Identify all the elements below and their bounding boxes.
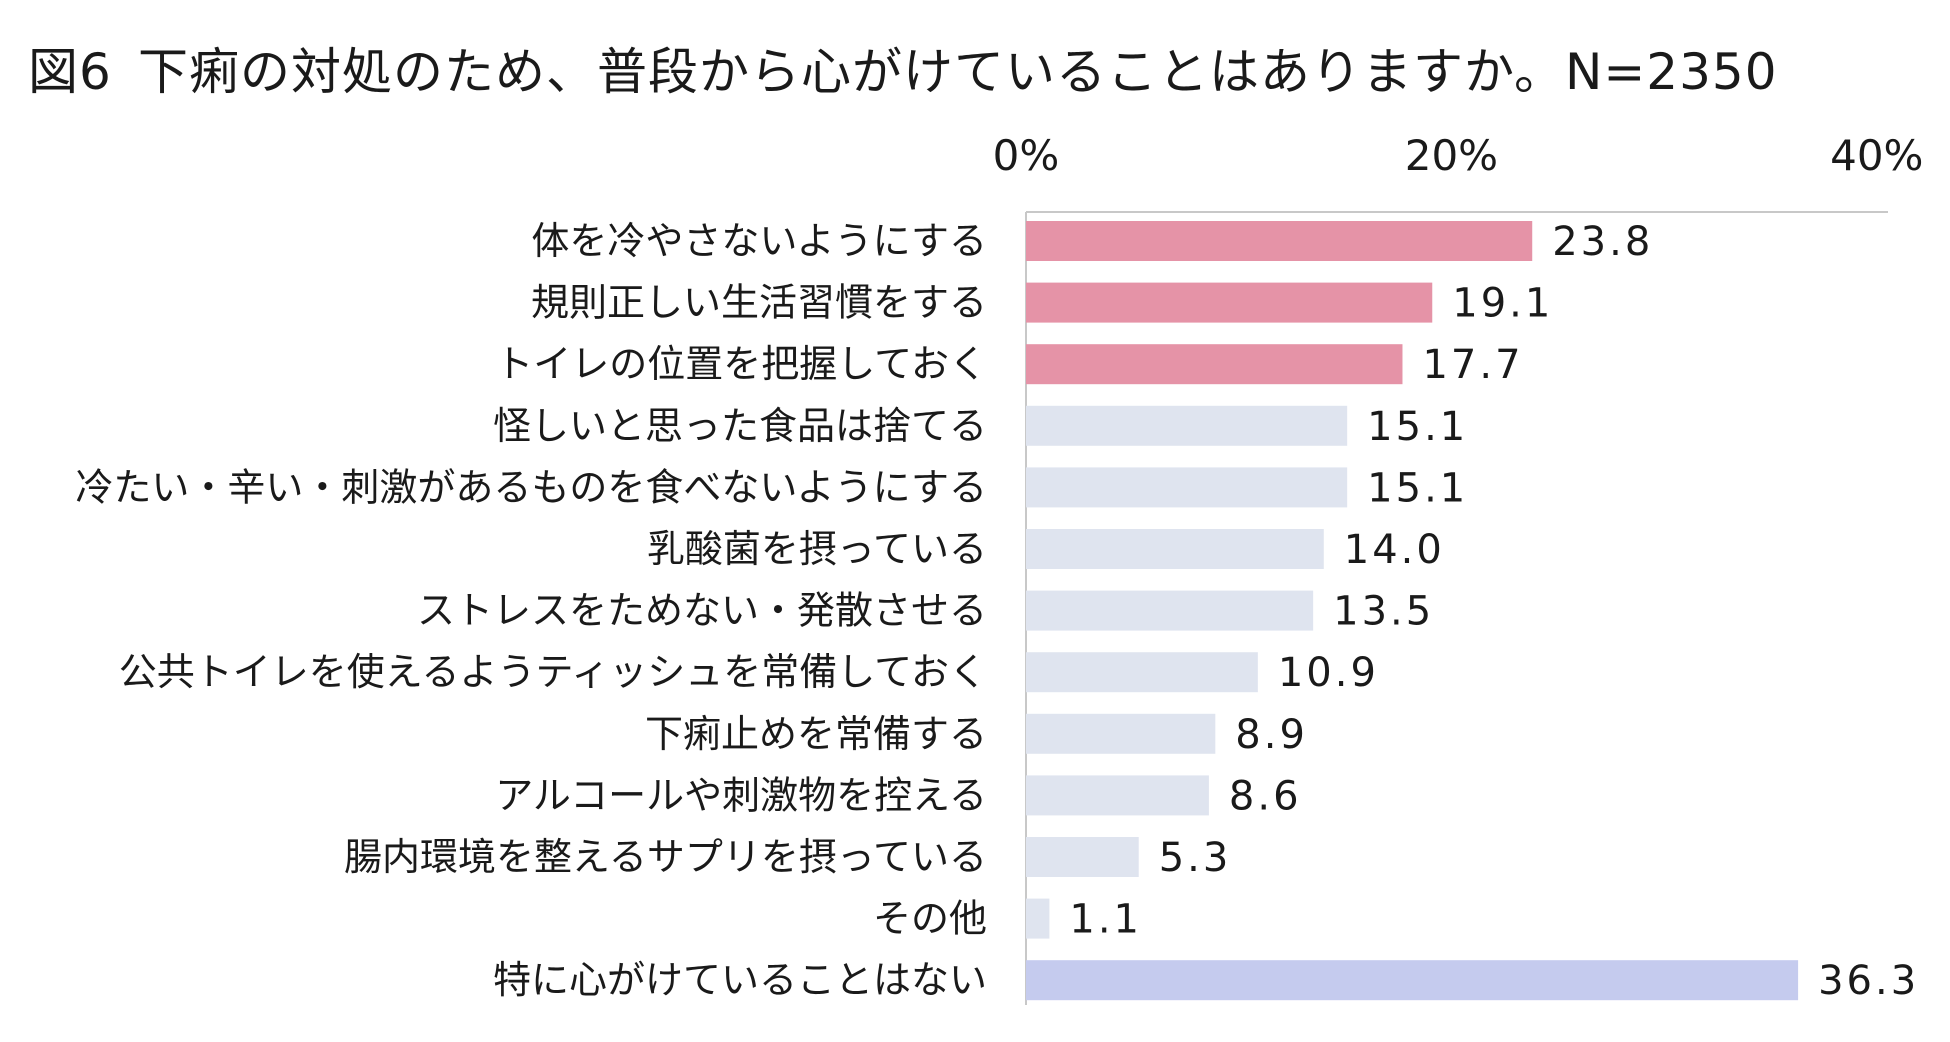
value-label: 5.3 xyxy=(1159,835,1232,881)
bar xyxy=(1026,960,1799,1001)
chart-title: 図6 下痢の対処のため、普段から心がけていることはありますか。N=2350 xyxy=(28,32,1778,104)
value-label: 10.9 xyxy=(1278,650,1379,696)
value-label: 23.8 xyxy=(1552,219,1653,265)
value-label: 36.3 xyxy=(1818,958,1919,1004)
bar xyxy=(1026,590,1314,631)
value-label: 15.1 xyxy=(1367,465,1468,511)
category-label: 下痢止めを常備する xyxy=(645,712,987,756)
category-label: 乳酸菌を摂っている xyxy=(647,527,987,571)
value-label: 15.1 xyxy=(1367,404,1468,450)
category-label: その他 xyxy=(873,897,987,941)
x-tick-label: 0% xyxy=(993,131,1060,180)
category-label: 特に心がけていることはない xyxy=(493,958,987,1002)
bar xyxy=(1026,529,1324,569)
category-label: 公共トイレを使えるようティッシュを常備しておく xyxy=(119,650,987,694)
bar xyxy=(1026,221,1533,261)
category-label: トイレの位置を把握しておく xyxy=(495,342,987,386)
bar xyxy=(1026,282,1433,323)
bar xyxy=(1026,467,1348,508)
x-tick-label: 40% xyxy=(1830,131,1923,180)
chart-title-text: 下痢の対処のため、普段から心がけていることはありますか。N=2350 xyxy=(138,43,1778,101)
bar xyxy=(1026,837,1139,877)
bar xyxy=(1026,405,1348,446)
value-label: 14.0 xyxy=(1344,527,1445,573)
category-label: 体を冷やさないようにする xyxy=(531,219,987,263)
value-label: 13.5 xyxy=(1333,589,1434,635)
value-label: 1.1 xyxy=(1069,897,1142,943)
bar xyxy=(1026,713,1216,754)
category-label: 怪しいと思った食品は捨てる xyxy=(493,404,987,448)
category-label: 規則正しい生活習慣をする xyxy=(531,281,987,325)
chart-title-prefix: 図6 xyxy=(28,43,112,101)
value-label: 17.7 xyxy=(1422,342,1523,388)
value-label: 8.9 xyxy=(1235,712,1308,758)
x-tick-label: 20% xyxy=(1405,131,1498,180)
bar xyxy=(1026,775,1209,816)
bar xyxy=(1026,652,1258,693)
category-label: ストレスをためない・発散させる xyxy=(417,589,987,633)
bar xyxy=(1026,898,1050,939)
value-label: 8.6 xyxy=(1229,773,1302,819)
category-label: 腸内環境を整えるサプリを摂っている xyxy=(344,835,987,879)
bar xyxy=(1026,344,1403,385)
value-label: 19.1 xyxy=(1452,281,1553,327)
category-label: アルコールや刺激物を控える xyxy=(495,773,987,817)
category-label: 冷たい・辛い・刺激があるものを食べないようにする xyxy=(75,465,987,509)
